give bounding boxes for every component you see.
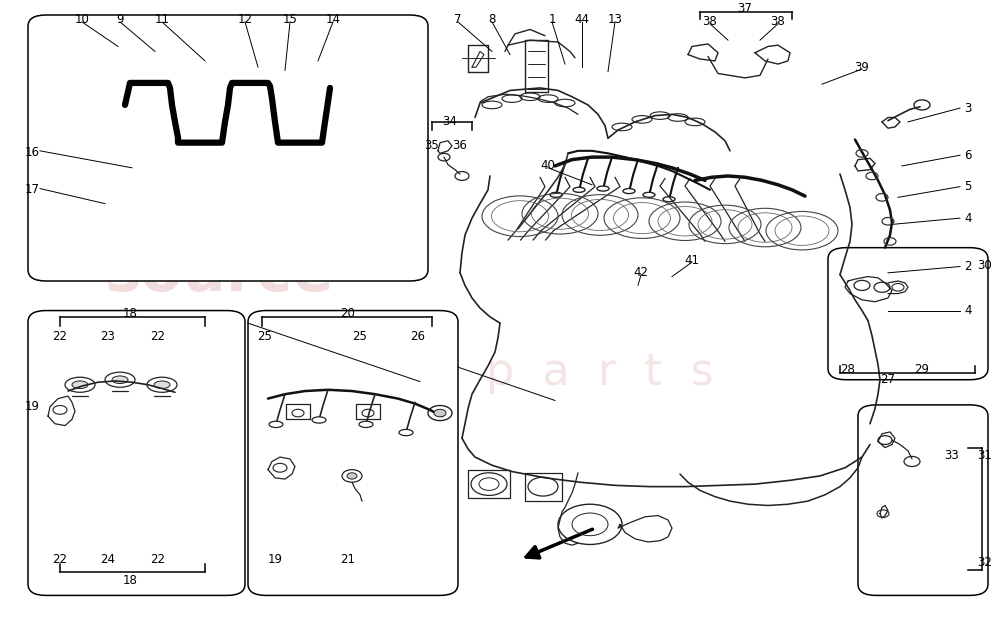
Text: 22: 22 xyxy=(52,553,68,566)
Text: 19: 19 xyxy=(24,400,40,413)
Text: 24: 24 xyxy=(100,553,116,566)
FancyBboxPatch shape xyxy=(248,311,458,595)
Text: 8: 8 xyxy=(488,13,496,26)
Text: 14: 14 xyxy=(326,13,340,26)
Text: 12: 12 xyxy=(238,13,252,26)
Text: 36: 36 xyxy=(453,139,467,152)
Text: 22: 22 xyxy=(150,553,166,566)
Text: 26: 26 xyxy=(411,331,426,343)
Text: 34: 34 xyxy=(443,115,457,129)
Text: 20: 20 xyxy=(341,307,355,320)
Text: 5: 5 xyxy=(964,180,972,193)
Text: 30: 30 xyxy=(978,259,992,272)
Text: 9: 9 xyxy=(116,13,124,26)
Ellipse shape xyxy=(72,381,88,389)
Text: 13: 13 xyxy=(608,13,622,26)
Text: 11: 11 xyxy=(154,13,170,26)
Text: 38: 38 xyxy=(703,14,717,28)
Text: 37: 37 xyxy=(738,2,752,14)
Text: 21: 21 xyxy=(340,553,356,566)
FancyBboxPatch shape xyxy=(28,311,245,595)
Text: 1: 1 xyxy=(548,13,556,26)
Text: 7: 7 xyxy=(454,13,462,26)
Text: 44: 44 xyxy=(574,13,590,26)
Text: 27: 27 xyxy=(881,373,896,386)
FancyBboxPatch shape xyxy=(28,15,428,281)
Text: 3: 3 xyxy=(964,101,972,115)
FancyBboxPatch shape xyxy=(858,405,988,595)
Ellipse shape xyxy=(112,376,128,384)
FancyBboxPatch shape xyxy=(828,248,988,380)
Text: 18: 18 xyxy=(123,307,137,320)
Text: 40: 40 xyxy=(541,159,555,173)
Ellipse shape xyxy=(434,410,446,417)
Text: 2: 2 xyxy=(964,260,972,273)
Text: 42: 42 xyxy=(634,266,648,279)
Text: 15: 15 xyxy=(283,13,297,26)
Text: 29: 29 xyxy=(914,362,930,375)
Text: 4: 4 xyxy=(964,304,972,317)
Text: 16: 16 xyxy=(24,146,40,159)
Text: 4: 4 xyxy=(964,212,972,225)
Text: 32: 32 xyxy=(978,556,992,569)
Circle shape xyxy=(347,472,357,479)
Text: sourcé: sourcé xyxy=(105,245,335,304)
Text: 25: 25 xyxy=(258,331,272,343)
Text: 22: 22 xyxy=(52,331,68,343)
Text: c: c xyxy=(126,311,154,358)
Text: 17: 17 xyxy=(24,183,40,197)
Text: 25: 25 xyxy=(353,331,367,343)
Text: p  a  r  t  s: p a r t s xyxy=(486,351,714,394)
Text: 28: 28 xyxy=(841,362,855,375)
Text: 33: 33 xyxy=(945,449,959,462)
Text: 22: 22 xyxy=(150,331,166,343)
Text: 18: 18 xyxy=(123,575,137,587)
Text: 38: 38 xyxy=(771,14,785,28)
Text: 6: 6 xyxy=(964,149,972,162)
Text: 23: 23 xyxy=(101,331,115,343)
Text: 19: 19 xyxy=(268,553,283,566)
Text: 31: 31 xyxy=(978,449,992,462)
Ellipse shape xyxy=(154,381,170,389)
Text: 39: 39 xyxy=(855,60,869,74)
Text: a  r: a r xyxy=(268,311,352,358)
Text: 10: 10 xyxy=(75,13,89,26)
Text: 35: 35 xyxy=(425,139,439,152)
Text: 41: 41 xyxy=(684,254,700,266)
